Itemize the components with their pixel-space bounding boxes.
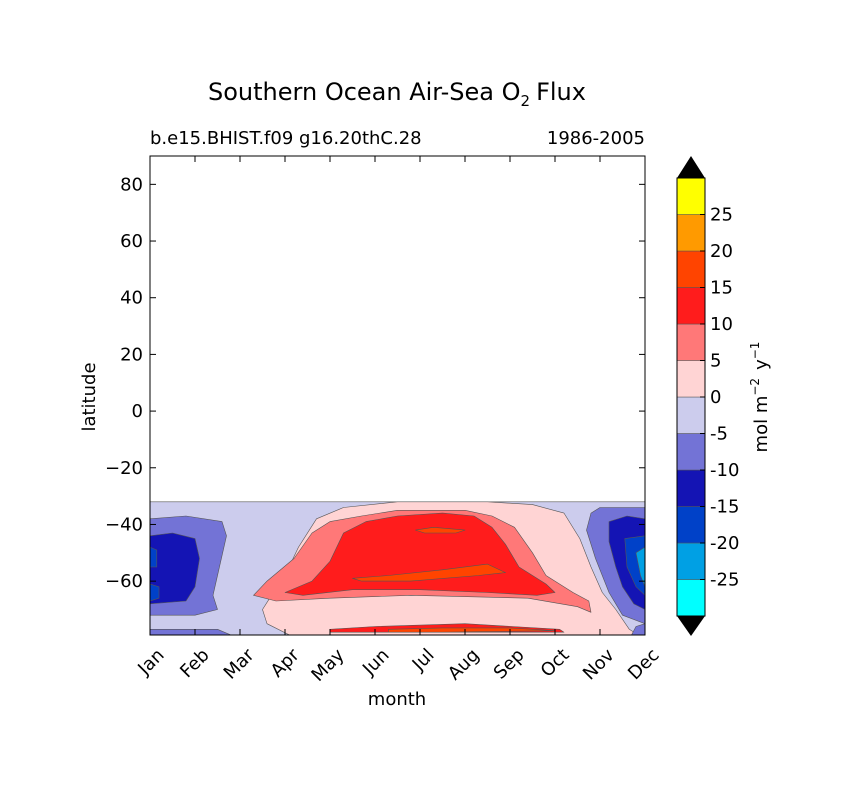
y-tick-label-7: −60 xyxy=(105,571,143,592)
y-tick-label-4: 0 xyxy=(132,401,143,422)
colorbar-extend-top xyxy=(677,156,705,178)
y-tick-label-6: −40 xyxy=(105,514,143,535)
x-tick-label-1: Feb xyxy=(176,645,213,682)
chart-title: Southern Ocean Air-Sea O2 Flux xyxy=(208,78,586,110)
contour-region-12 xyxy=(150,628,232,635)
x-tick-label-3: Apr xyxy=(267,644,304,681)
chart-title-main: Southern Ocean Air-Sea O xyxy=(208,78,521,106)
y-axis-label: latitude xyxy=(79,362,100,431)
colorbar-tick-label-8: 15 xyxy=(710,278,733,299)
colorbar-label-exp1: −2 xyxy=(748,378,762,396)
contour-region-16 xyxy=(635,546,645,588)
y-tick-label-2: 40 xyxy=(120,288,143,309)
colorbar-label: mol m−2 y−1 xyxy=(748,342,772,453)
colorbar: -25 -20 -15 -10 -5 0 5 10 15 20 25 xyxy=(676,156,739,636)
x-axis-label: month xyxy=(368,689,426,710)
colorbar-tick-label-10: 25 xyxy=(710,205,733,226)
colorbar-tick-label-6: 5 xyxy=(710,351,721,372)
colorbar-tick-label-0: -25 xyxy=(710,570,739,591)
chart-title-subscript: 2 xyxy=(521,92,531,110)
colorbar-label-mid: y xyxy=(751,359,772,370)
colorbar-segment-6 xyxy=(676,360,706,398)
colorbar-label-exp2: −1 xyxy=(748,342,762,360)
x-tick-label-10: Nov xyxy=(579,644,619,684)
colorbar-tick-label-4: -5 xyxy=(710,424,728,445)
colorbar-tick-label-1: -20 xyxy=(710,533,739,554)
colorbar-extend-bottom xyxy=(677,616,705,636)
colorbar-tick-label-3: -10 xyxy=(710,460,739,481)
y-tick-label-1: 60 xyxy=(120,231,143,252)
y-tick-label-5: −20 xyxy=(105,458,143,479)
x-tick-label-6: Jul xyxy=(408,645,439,676)
x-tick-label-0: Jan xyxy=(133,645,168,680)
x-tick-label-7: Aug xyxy=(444,645,484,685)
y-tick-label-0: 80 xyxy=(120,174,143,195)
x-tick-label-2: Mar xyxy=(220,644,259,683)
colorbar-segment-9 xyxy=(676,250,706,288)
colorbar-tick-label-7: 10 xyxy=(710,314,733,335)
x-tick-label-9: Oct xyxy=(537,645,574,682)
colorbar-segment-7 xyxy=(676,323,706,361)
colorbar-segment-3 xyxy=(676,469,706,507)
colorbar-segment-2 xyxy=(676,506,706,544)
plot-area: Jan Feb Mar Apr May Jun Jul Aug Sep Oct Nov Dec 80 6… xyxy=(105,155,664,686)
contour-region-9 xyxy=(150,532,200,605)
x-tick-label-5: Jun xyxy=(358,645,393,680)
colorbar-segment-5 xyxy=(676,396,706,434)
subtitle-left: b.e15.BHIST.f09 g16.20thC.28 xyxy=(150,128,422,149)
contour-region-4 xyxy=(352,563,506,582)
colorbar-tick-label-9: 20 xyxy=(710,241,733,262)
x-tick-label-8: Sep xyxy=(490,645,529,684)
contour-region-10 xyxy=(150,546,158,568)
colorbar-segment-10 xyxy=(676,214,706,252)
colorbar-tick-label-2: -15 xyxy=(710,497,739,518)
y-tick-label-3: 20 xyxy=(120,344,143,365)
colorbar-segment-4 xyxy=(676,433,706,471)
y-axis: 80 60 40 20 0 −20 −40 −60 xyxy=(105,174,645,592)
colorbar-segment-0 xyxy=(676,579,706,617)
chart-title-tail: Flux xyxy=(536,78,586,106)
subtitle-right: 1986-2005 xyxy=(547,128,645,149)
contour-region-17 xyxy=(631,623,645,635)
contour-region-11 xyxy=(150,583,160,602)
colorbar-label-main: mol m xyxy=(751,396,772,453)
plot-frame xyxy=(149,155,646,636)
colorbar-segment-8 xyxy=(676,287,706,325)
x-tick-label-4: May xyxy=(307,644,348,685)
colorbar-tick-label-5: 0 xyxy=(710,387,721,408)
colorbar-segment-1 xyxy=(676,542,706,580)
x-tick-label-11: Dec xyxy=(624,645,663,684)
contour-region-5 xyxy=(415,526,466,534)
contour-regions xyxy=(150,501,645,635)
colorbar-segment-11 xyxy=(676,177,706,215)
